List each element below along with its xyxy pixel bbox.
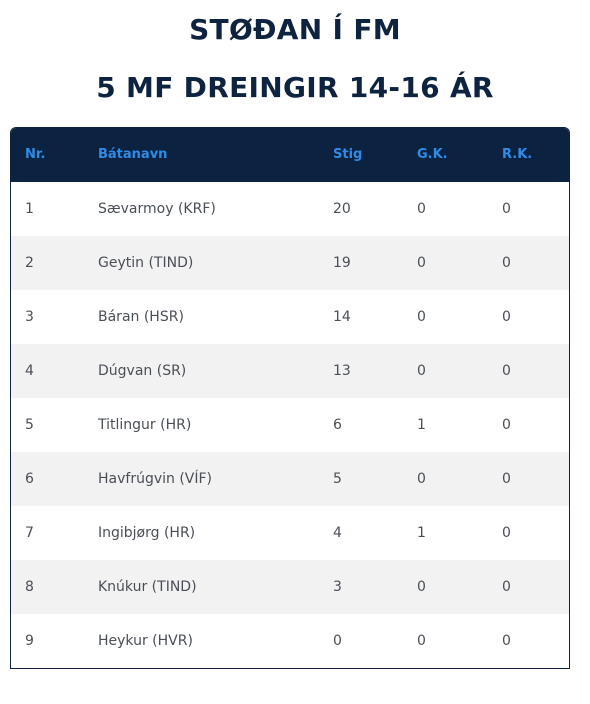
cell-rank: 4 [25,363,34,379]
page-title: STØÐAN Í FM [189,13,401,46]
cell-rank: 6 [25,471,34,487]
cell-points: 19 [333,255,351,271]
column-header-gk: G.K. [417,147,448,162]
column-header-rk: R.K. [502,147,533,162]
cell-boat-name: Dúgvan (SR) [98,363,187,379]
column-header-boat-name: Bátanavn [98,147,168,162]
cell-boat-name: Heykur (HVR) [98,633,193,649]
cell-gk: 0 [417,363,426,379]
column-header-nr: Nr. [25,147,46,162]
cell-rk: 0 [502,579,511,595]
table-row: 6 Havfrúgvin (VÍF) 5 0 0 [11,452,569,506]
cell-rank: 3 [25,309,34,325]
table-row: 8 Knúkur (TIND) 3 0 0 [11,560,569,614]
cell-rank: 8 [25,579,34,595]
table-row: 3 Báran (HSR) 14 0 0 [11,290,569,344]
cell-points: 6 [333,417,342,433]
table-row: 4 Dúgvan (SR) 13 0 0 [11,344,569,398]
cell-points: 3 [333,579,342,595]
cell-boat-name: Sævarmoy (KRF) [98,201,216,217]
table-body: 1 Sævarmoy (KRF) 20 0 0 2 Geytin (TIND) 19 0 0 3 Bá… [11,182,569,668]
cell-rk: 0 [502,633,511,649]
cell-gk: 0 [417,633,426,649]
cell-gk: 1 [417,417,426,433]
cell-rk: 0 [502,525,511,541]
cell-rk: 0 [502,471,511,487]
cell-points: 4 [333,525,342,541]
cell-points: 20 [333,201,351,217]
cell-points: 13 [333,363,351,379]
cell-rank: 2 [25,255,34,271]
cell-rank: 1 [25,201,34,217]
column-header-points: Stig [333,147,363,162]
cell-rk: 0 [502,255,511,271]
cell-gk: 0 [417,309,426,325]
table-row: 5 Titlingur (HR) 6 1 0 [11,398,569,452]
cell-points: 0 [333,633,342,649]
cell-rk: 0 [502,201,511,217]
page-subtitle: 5 MF DREINGIR 14-16 ÁR [96,71,494,104]
table-row: 2 Geytin (TIND) 19 0 0 [11,236,569,290]
cell-boat-name: Havfrúgvin (VÍF) [98,471,213,487]
cell-rank: 5 [25,417,34,433]
cell-boat-name: Ingibjørg (HR) [98,525,196,541]
table-row: 1 Sævarmoy (KRF) 20 0 0 [11,182,569,236]
cell-boat-name: Báran (HSR) [98,309,184,325]
cell-gk: 0 [417,471,426,487]
cell-rk: 0 [502,363,511,379]
table-row: 7 Ingibjørg (HR) 4 1 0 [11,506,569,560]
cell-gk: 0 [417,579,426,595]
standings-table: Nr. Bátanavn Stig G.K. R.K. 1 Sævarmoy (K… [10,127,570,669]
cell-gk: 0 [417,255,426,271]
cell-points: 14 [333,309,351,325]
cell-rk: 0 [502,309,511,325]
cell-boat-name: Knúkur (TIND) [98,579,197,595]
table-row: 9 Heykur (HVR) 0 0 0 [11,614,569,668]
cell-rank: 7 [25,525,34,541]
cell-rank: 9 [25,633,34,649]
cell-boat-name: Geytin (TIND) [98,255,194,271]
cell-rk: 0 [502,417,511,433]
cell-points: 5 [333,471,342,487]
cell-gk: 1 [417,525,426,541]
cell-boat-name: Titlingur (HR) [98,417,192,433]
table-header: Nr. Bátanavn Stig G.K. R.K. [11,128,569,182]
cell-gk: 0 [417,201,426,217]
